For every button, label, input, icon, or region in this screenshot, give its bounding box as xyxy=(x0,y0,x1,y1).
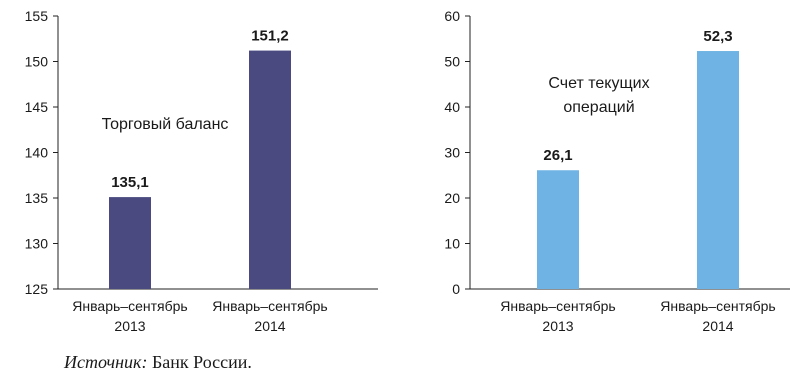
value-label: 135,1 xyxy=(111,174,149,191)
y-tick-label: 60 xyxy=(444,8,460,24)
source-text: Банк России. xyxy=(151,352,252,372)
bar xyxy=(249,50,291,289)
bar xyxy=(537,170,579,289)
x-category-label: 2014 xyxy=(702,318,733,334)
x-category-label: Январь–сентябрь xyxy=(72,298,187,314)
y-tick-label: 40 xyxy=(444,99,460,115)
x-category-label: 2014 xyxy=(254,318,285,334)
y-tick-label: 0 xyxy=(452,281,460,297)
chart-annotation: операций xyxy=(563,99,634,116)
y-tick-label: 145 xyxy=(25,99,49,115)
bar xyxy=(109,197,151,289)
source-label: Источник: xyxy=(64,352,148,372)
y-tick-label: 140 xyxy=(25,145,49,161)
y-tick-label: 150 xyxy=(25,54,49,70)
x-category-label: Январь–сентябрь xyxy=(500,298,615,314)
y-tick-label: 10 xyxy=(444,236,460,252)
y-tick-label: 155 xyxy=(25,8,49,24)
y-tick-label: 135 xyxy=(25,190,49,206)
value-label: 26,1 xyxy=(543,147,572,164)
bar xyxy=(697,51,739,289)
x-category-label: Январь–сентябрь xyxy=(212,298,327,314)
y-tick-label: 50 xyxy=(444,54,460,70)
trade-balance-chart: 125 130 135 140 145 150 155 135,1 Январь–сентябр… xyxy=(25,8,378,334)
value-label: 52,3 xyxy=(703,28,732,45)
chart-annotation: Торговый баланс xyxy=(102,116,229,133)
x-category-label: 2013 xyxy=(542,318,573,334)
x-category-label: Январь–сентябрь xyxy=(660,298,775,314)
chart-annotation: Счет текущих xyxy=(548,75,649,92)
current-account-chart: 0 10 20 30 40 50 60 26,1 Январь–сентябрь 2013 52,3… xyxy=(444,8,790,334)
y-tick-label: 125 xyxy=(25,281,49,297)
y-tick-label: 130 xyxy=(25,236,49,252)
y-tick-label: 30 xyxy=(444,145,460,161)
source-note: Источник: Банк России. xyxy=(64,352,252,373)
value-label: 151,2 xyxy=(251,28,289,45)
x-category-label: 2013 xyxy=(114,318,145,334)
y-tick-label: 20 xyxy=(444,190,460,206)
